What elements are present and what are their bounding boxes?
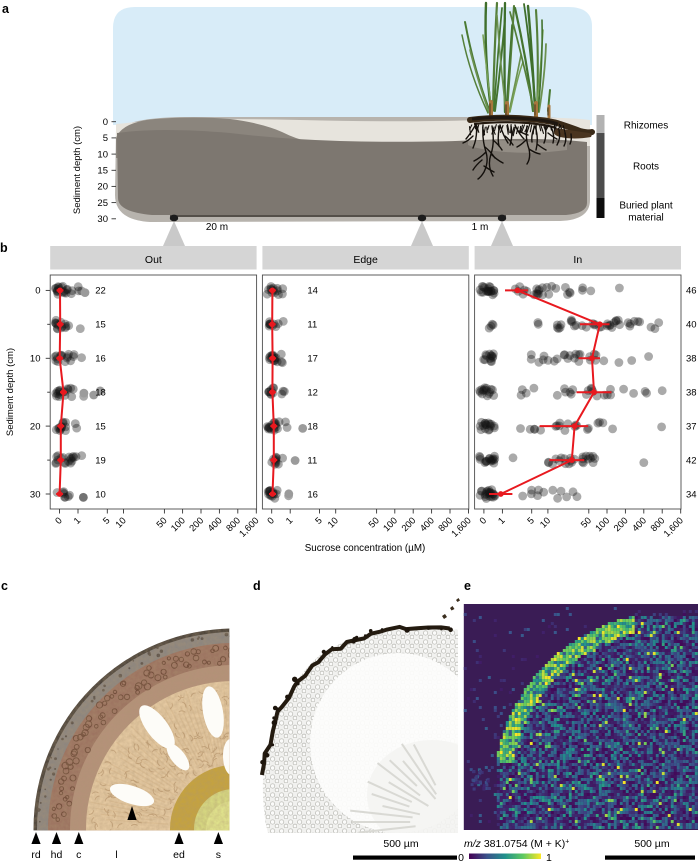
svg-text:In: In [573,254,582,266]
svg-text:18: 18 [307,421,318,432]
svg-text:11: 11 [307,455,317,466]
svg-text:16: 16 [95,354,106,365]
svg-text:15: 15 [95,320,106,331]
svg-text:11: 11 [307,320,317,331]
svg-text:Sediment depth (cm): Sediment depth (cm) [72,126,83,214]
svg-text:20: 20 [97,182,108,193]
svg-text:18: 18 [95,388,106,399]
svg-text:42: 42 [686,455,697,466]
svg-text:material: material [628,213,664,224]
svg-text:30: 30 [30,489,41,500]
svg-text:19: 19 [95,455,106,466]
svg-text:12: 12 [307,388,318,399]
svg-text:1 m: 1 m [472,222,489,233]
svg-text:c: c [76,849,81,861]
svg-text:b: b [0,241,8,255]
svg-text:38: 38 [686,388,697,399]
svg-text:40: 40 [686,320,697,331]
svg-text:Edge: Edge [353,254,378,266]
svg-text:Buried plant: Buried plant [619,201,673,212]
svg-text:a: a [2,2,10,16]
svg-text:Out: Out [145,254,162,266]
svg-text:d: d [253,579,261,593]
svg-text:500 µm: 500 µm [383,838,418,850]
svg-text:38: 38 [686,354,697,365]
svg-text:Rhizomes: Rhizomes [624,121,668,132]
svg-text:e: e [464,579,471,593]
svg-text:10: 10 [95,489,106,500]
svg-text:Sediment depth (cm): Sediment depth (cm) [5,348,16,436]
svg-text:rd: rd [31,849,40,861]
svg-text:c: c [1,579,8,593]
svg-text:s: s [216,849,221,861]
svg-text:20: 20 [30,421,41,432]
svg-text:14: 14 [307,286,318,297]
svg-text:0: 0 [35,286,40,297]
svg-text:20 m: 20 m [206,222,228,233]
svg-text:l: l [115,849,117,861]
svg-text:Sucrose concentration (µM): Sucrose concentration (µM) [305,543,426,554]
svg-text:10: 10 [97,149,108,160]
svg-text:22: 22 [95,286,106,297]
svg-text:ed: ed [173,849,185,861]
svg-text:37: 37 [686,421,697,432]
svg-text:15: 15 [97,166,108,177]
svg-text:34: 34 [686,489,697,500]
svg-text:hd: hd [51,849,63,861]
svg-text:5: 5 [103,133,108,144]
svg-text:16: 16 [307,489,318,500]
svg-text:30: 30 [97,214,108,225]
svg-text:10: 10 [30,354,41,365]
svg-text:Roots: Roots [633,162,659,173]
svg-text:0: 0 [103,117,108,128]
svg-text:15: 15 [95,421,106,432]
svg-text:25: 25 [97,198,108,209]
svg-text:46: 46 [686,286,697,297]
svg-text:17: 17 [307,354,318,365]
